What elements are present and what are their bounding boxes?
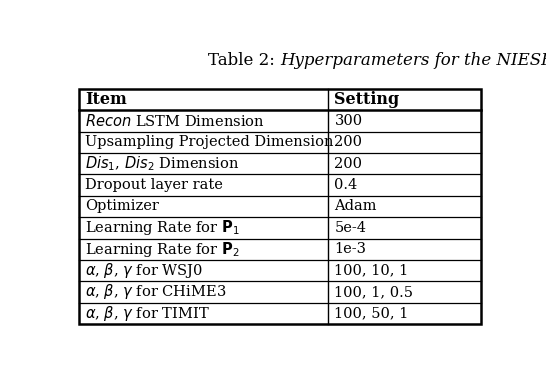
Text: Dropout layer rate: Dropout layer rate <box>85 178 223 192</box>
Text: Upsampling Projected Dimension: Upsampling Projected Dimension <box>85 135 333 150</box>
Text: Adam: Adam <box>334 199 377 214</box>
Text: $\alpha$, $\beta$, $\gamma$ for CHiME3: $\alpha$, $\beta$, $\gamma$ for CHiME3 <box>85 282 226 301</box>
Text: $\mathit{Dis}_1$, $\mathit{Dis}_2$ Dimension: $\mathit{Dis}_1$, $\mathit{Dis}_2$ Dimen… <box>85 154 239 173</box>
Text: $\alpha$, $\beta$, $\gamma$ for WSJ0: $\alpha$, $\beta$, $\gamma$ for WSJ0 <box>85 261 203 280</box>
Text: $\alpha$, $\beta$, $\gamma$ for TIMIT: $\alpha$, $\beta$, $\gamma$ for TIMIT <box>85 304 210 323</box>
Bar <box>79 89 481 324</box>
Text: 300: 300 <box>334 114 363 128</box>
Text: Optimizer: Optimizer <box>85 199 159 214</box>
Text: 200: 200 <box>334 157 363 171</box>
Text: 100, 50, 1: 100, 50, 1 <box>334 306 409 320</box>
Text: $\mathit{Recon}$ LSTM Dimension: $\mathit{Recon}$ LSTM Dimension <box>85 113 264 129</box>
Text: Item: Item <box>85 91 127 108</box>
Text: Learning Rate for $\mathbf{P}_1$: Learning Rate for $\mathbf{P}_1$ <box>85 218 240 237</box>
Text: Setting: Setting <box>334 91 400 108</box>
Text: Table 2:: Table 2: <box>207 52 280 69</box>
Text: Hyperparameters for the NIESR model.: Hyperparameters for the NIESR model. <box>280 52 546 69</box>
Text: Learning Rate for $\mathbf{P}_2$: Learning Rate for $\mathbf{P}_2$ <box>85 240 239 259</box>
Text: 5e-4: 5e-4 <box>334 221 366 235</box>
Text: 100, 10, 1: 100, 10, 1 <box>334 263 408 278</box>
Text: 200: 200 <box>334 135 363 150</box>
Text: 0.4: 0.4 <box>334 178 358 192</box>
Text: 1e-3: 1e-3 <box>334 242 366 256</box>
Text: 100, 1, 0.5: 100, 1, 0.5 <box>334 285 413 299</box>
